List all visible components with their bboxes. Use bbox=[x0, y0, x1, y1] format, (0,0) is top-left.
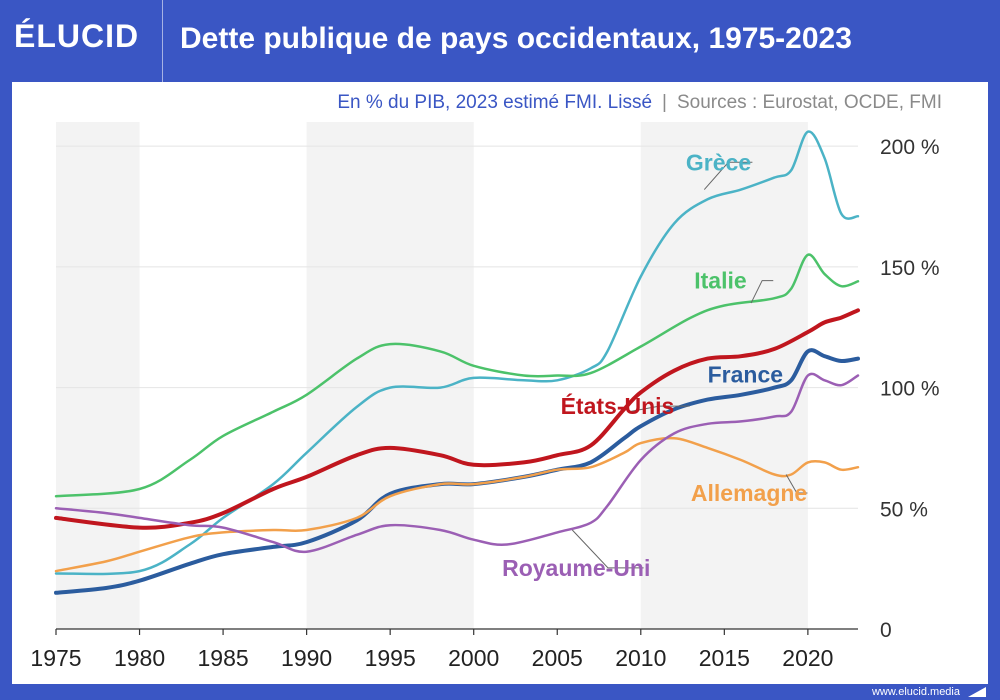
subtitle-separator: | bbox=[662, 92, 667, 113]
x-tick-label-2010: 2010 bbox=[615, 645, 666, 671]
brand-logo[interactable]: ÉLUCID bbox=[14, 18, 140, 54]
x-tick-label-1985: 1985 bbox=[197, 645, 248, 671]
leader-line-allemagne bbox=[785, 474, 808, 494]
series-label-italie: Italie bbox=[694, 268, 746, 294]
x-tick-label-2020: 2020 bbox=[782, 645, 833, 671]
subtitle-sources: Sources : Eurostat, OCDE, FMI bbox=[676, 92, 942, 113]
chart-title: Dette publique de pays occidentaux, 1975… bbox=[180, 22, 852, 55]
subtitle-description: En % du PIB, 2023 estimé FMI. Lissé bbox=[337, 92, 653, 113]
leader-line-italie bbox=[750, 280, 774, 304]
x-tick-label-2015: 2015 bbox=[699, 645, 750, 671]
header: ÉLUCID Dette publique de pays occidentau… bbox=[0, 0, 1000, 82]
series-label-france: France bbox=[708, 362, 783, 388]
x-tick-label-2000: 2000 bbox=[448, 645, 499, 671]
x-tick-label-1975: 1975 bbox=[30, 645, 81, 671]
chart-panel: En % du PIB, 2023 estimé FMI. Lissé | Sour… bbox=[12, 82, 988, 684]
y-tick-label-50: 50 % bbox=[880, 498, 928, 521]
series-line-etats-unis[interactable] bbox=[54, 308, 860, 530]
x-tick-label-1980: 1980 bbox=[114, 645, 165, 671]
series-line-allemagne[interactable] bbox=[54, 436, 860, 573]
y-tick-label-150: 150 % bbox=[880, 257, 940, 280]
series-label-royaume-uni: Royaume-Uni bbox=[502, 555, 650, 581]
series-label-etats-unis: États-Unis bbox=[561, 392, 675, 419]
y-tick-label-100: 100 % bbox=[880, 378, 940, 401]
brand-mark-icon bbox=[968, 687, 986, 697]
series-line-royaume-uni[interactable] bbox=[54, 372, 860, 554]
line-chart: 0 50 % 100 % 150 % 200 % 1975 1980 1985 1990 1995… bbox=[30, 122, 940, 671]
x-tick-label-1990: 1990 bbox=[281, 645, 332, 671]
shaded-period-0 bbox=[56, 122, 140, 629]
leader-line-grece bbox=[703, 161, 753, 190]
x-tick-label-1995: 1995 bbox=[365, 645, 416, 671]
site-url[interactable]: www.elucid.media bbox=[871, 686, 960, 698]
header-divider bbox=[162, 0, 163, 82]
leader-line-etats-unis bbox=[629, 405, 690, 413]
x-tick-label-2005: 2005 bbox=[532, 645, 583, 671]
chart-subtitle: En % du PIB, 2023 estimé FMI. Lissé | Sour… bbox=[337, 92, 942, 114]
series-label-allemagne: Allemagne bbox=[691, 480, 807, 506]
leader-line-royaume-uni bbox=[571, 529, 644, 569]
series-label-grece: Grèce bbox=[686, 149, 751, 175]
series-line-italie[interactable] bbox=[54, 253, 860, 498]
y-tick-label-200: 200 % bbox=[880, 136, 940, 159]
y-tick-label-0: 0 bbox=[880, 619, 892, 642]
